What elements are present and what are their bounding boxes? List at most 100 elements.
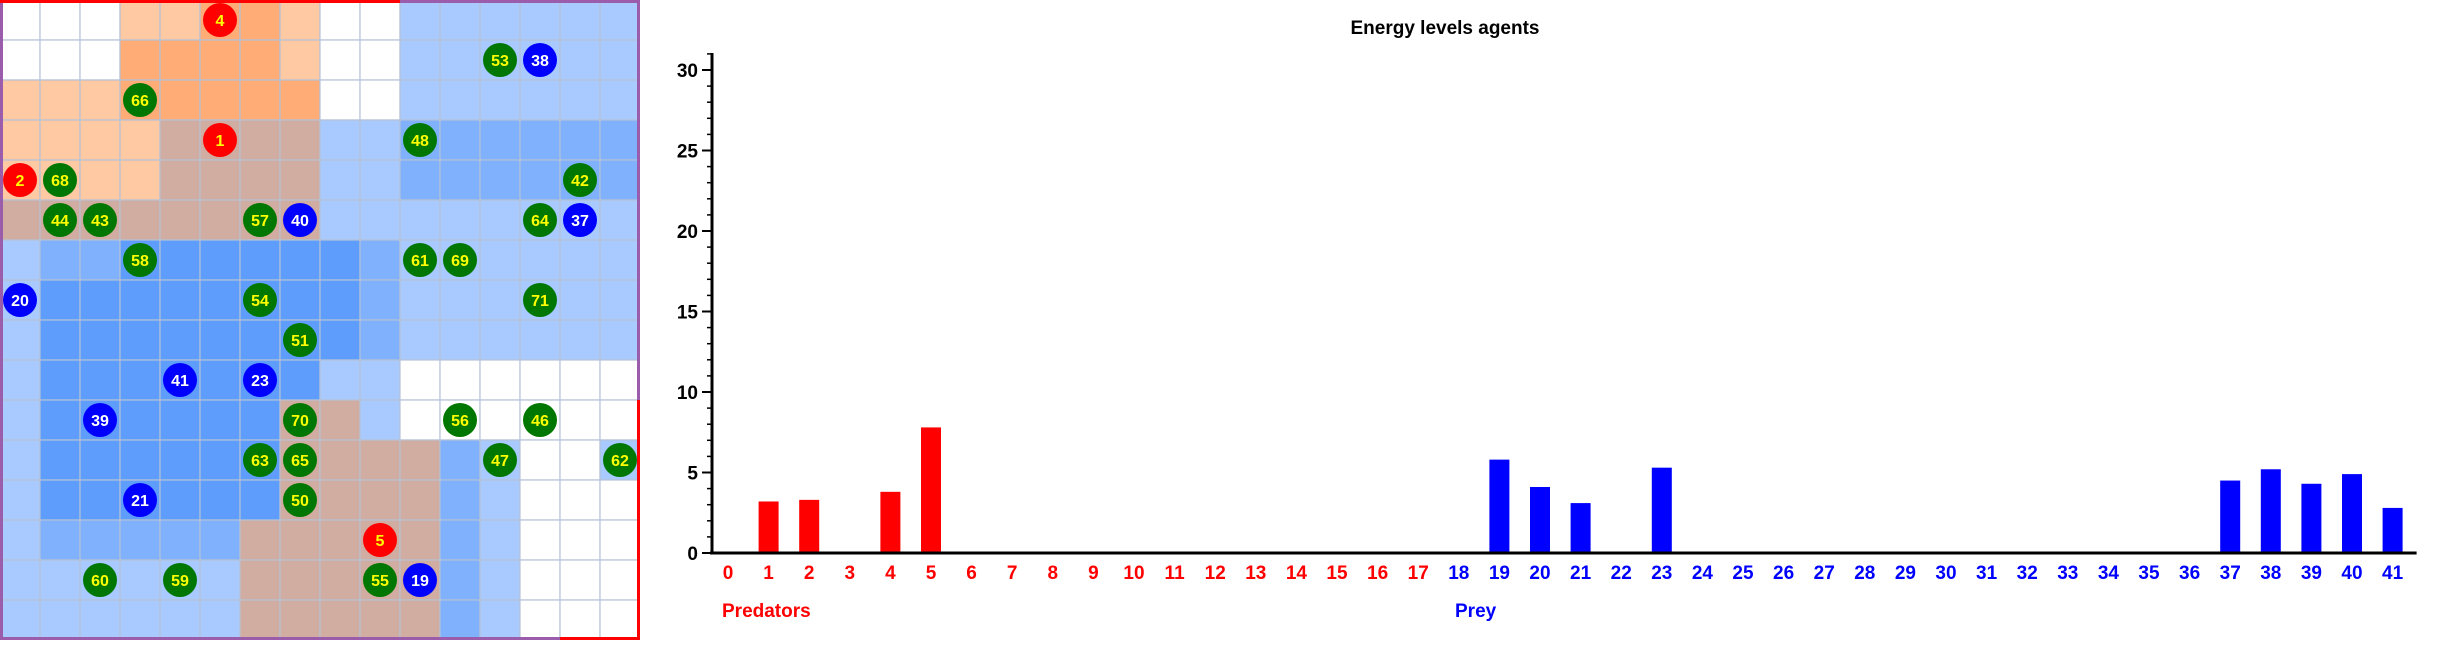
grid-cell [519, 239, 561, 281]
y-tick-label: 15 [677, 303, 699, 324]
grid-cell [359, 39, 401, 81]
food-agent-marker [243, 283, 277, 317]
agent-id-label: 64 [531, 213, 549, 230]
bar-predators-1 [758, 501, 779, 552]
grid-cell [0, 439, 41, 481]
x-tick-label: 20 [1529, 563, 1550, 584]
x-tick-label: 25 [1732, 563, 1754, 584]
grid-cell [199, 439, 241, 481]
grid-cell [479, 479, 521, 521]
food-agent: 68 [43, 163, 77, 197]
grid-cell [319, 559, 361, 601]
grid-cell [319, 79, 361, 121]
grid-cell [79, 319, 121, 361]
grid-cell [79, 599, 121, 641]
grid-cell [479, 159, 521, 201]
food-agent: 64 [523, 203, 557, 237]
x-tick-label: 32 [2017, 563, 2038, 584]
grid-cell [119, 0, 161, 41]
grid-cell [39, 359, 81, 401]
x-tick-label: 21 [1570, 563, 1592, 584]
grid-cell [119, 519, 161, 561]
grid-cell [319, 479, 361, 521]
grid-cell [479, 0, 521, 41]
predator-agent: 1 [203, 123, 237, 157]
grid-cell [239, 599, 281, 641]
food-agent-marker [43, 203, 77, 237]
food-agent-marker [283, 443, 317, 477]
grid-cell [159, 239, 201, 281]
y-tick-label: 25 [677, 142, 699, 163]
bar-prey-41 [2382, 507, 2403, 552]
grid-cell [519, 559, 561, 601]
grid-cell [439, 519, 481, 561]
agent-id-label: 23 [251, 373, 269, 390]
grid-cell [159, 519, 201, 561]
food-agent-marker [403, 123, 437, 157]
grid-cell [559, 399, 601, 441]
prey-agent-marker [123, 483, 157, 517]
grid-cell [479, 79, 521, 121]
food-agent: 70 [283, 403, 317, 437]
grid-cell [79, 519, 121, 561]
x-tick-label: 13 [1245, 563, 1266, 584]
x-tick-label: 14 [1286, 563, 1308, 584]
grid-cell [319, 199, 361, 241]
grid-cell [159, 319, 201, 361]
grid-cell [479, 519, 521, 561]
food-agent: 43 [83, 203, 117, 237]
x-tick-label: 27 [1814, 563, 1835, 584]
grid-cell [319, 159, 361, 201]
food-agent-marker [283, 403, 317, 437]
bar-prey-19 [1489, 459, 1510, 552]
grid-cell [359, 399, 401, 441]
grid-cell [439, 439, 481, 481]
grid-cell [359, 479, 401, 521]
grid-cell [319, 319, 361, 361]
food-agent: 63 [243, 443, 277, 477]
agent-id-label: 63 [251, 453, 269, 470]
legend-predators-label: Predators [722, 601, 811, 622]
grid-cell [239, 559, 281, 601]
grid-cell [559, 559, 601, 601]
grid-cell [399, 479, 441, 521]
food-agent-marker [243, 203, 277, 237]
food-agent: 42 [563, 163, 597, 197]
food-agent: 53 [483, 43, 517, 77]
energy-chart: Energy levels agents Predators Prey 0 5 10… [640, 0, 2440, 640]
x-tick-label: 31 [1976, 563, 1998, 584]
grid-cell [279, 159, 321, 201]
grid-cell [479, 199, 521, 241]
predator-agent-marker [203, 3, 237, 37]
x-tick-label: 26 [1773, 563, 1794, 584]
grid-cell [439, 359, 481, 401]
agent-id-label: 69 [451, 253, 469, 270]
grid-cell [39, 0, 81, 41]
x-tick-label: 36 [2179, 563, 2200, 584]
grid-cell [279, 239, 321, 281]
grid-cell [359, 279, 401, 321]
grid-cell [39, 119, 81, 161]
grid-cell [0, 239, 41, 281]
bar-predators-4 [880, 491, 901, 552]
grid-cell [479, 119, 521, 161]
grid-cell [359, 0, 401, 41]
grid-cell [239, 239, 281, 281]
grid-cell [519, 0, 561, 41]
x-tick-label: 34 [2098, 563, 2120, 584]
x-tick-label: 40 [2341, 563, 2362, 584]
agent-id-label: 71 [531, 293, 549, 310]
x-tick-label: 30 [1935, 563, 1956, 584]
grid-cell [79, 119, 121, 161]
food-agent: 55 [363, 563, 397, 597]
grid-cell [399, 159, 441, 201]
grid-canvas: 4 53 38 66 1 48 2 68 42 44 43 57 40 64 37 58 61 69 20 54 71 5… [0, 0, 641, 641]
grid-cell [319, 39, 361, 81]
predator-agent-marker [363, 523, 397, 557]
prey-agent-marker [163, 363, 197, 397]
x-tick-label: 12 [1205, 563, 1226, 584]
grid-cell [119, 199, 161, 241]
agent-id-label: 40 [291, 213, 309, 230]
x-tick-label: 39 [2301, 563, 2322, 584]
agent-id-label: 4 [216, 13, 225, 30]
